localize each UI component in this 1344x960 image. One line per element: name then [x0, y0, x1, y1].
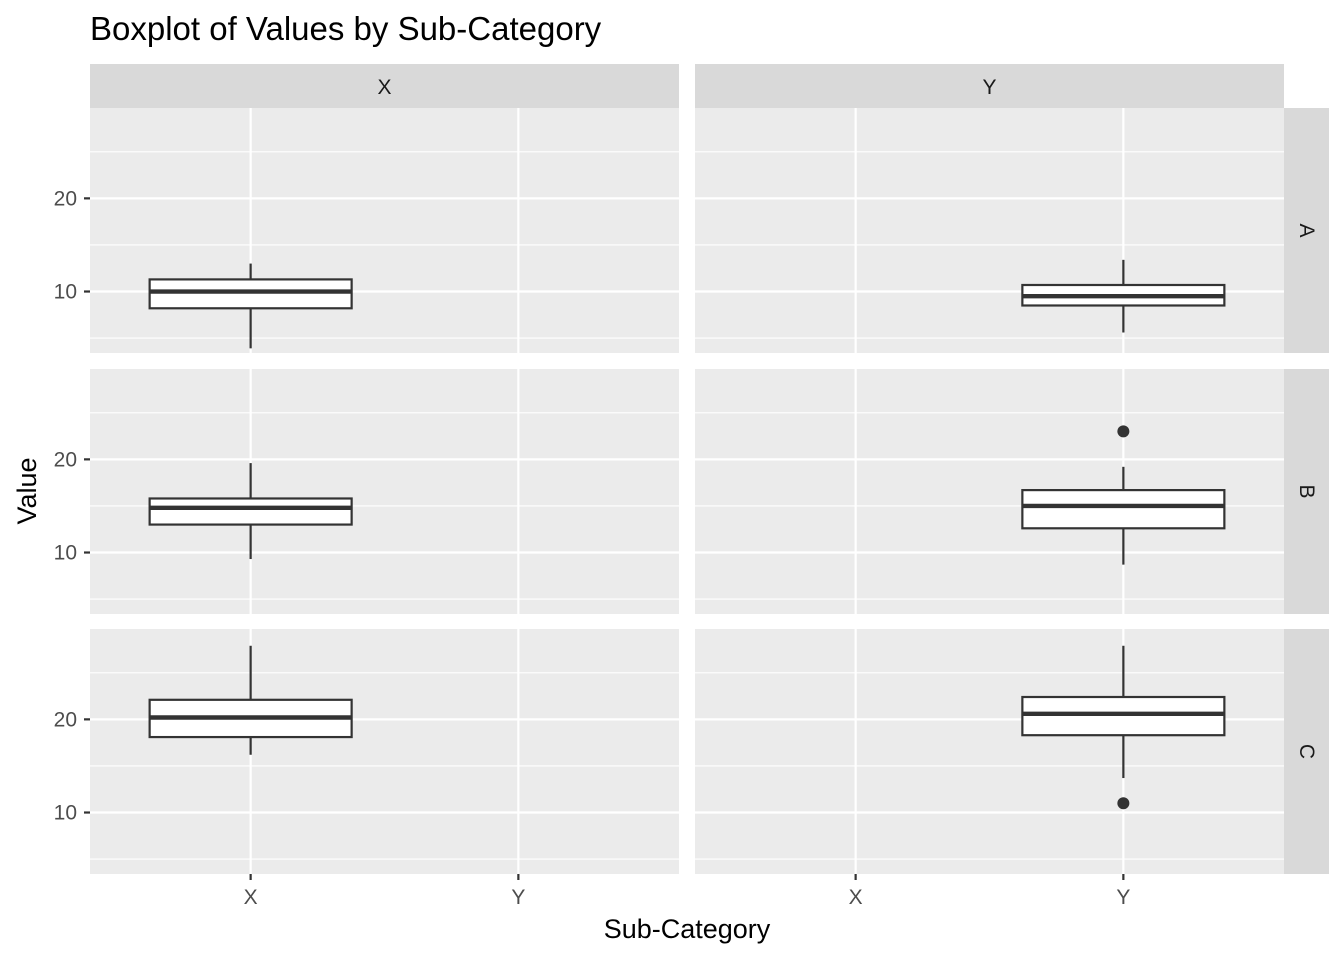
column-strip-label: Y [982, 76, 996, 99]
column-strip-x [90, 64, 679, 108]
panel-background [695, 629, 1284, 874]
iqr-box [148, 278, 353, 310]
y-axis-title: Value [12, 457, 42, 524]
panel-background [90, 108, 679, 353]
x-tick-label: X [244, 886, 258, 909]
boxplot-x-c [148, 645, 353, 755]
iqr-box [1021, 695, 1226, 737]
panel-x-a [90, 108, 679, 353]
x-axis-title: Sub-Category [604, 914, 771, 944]
boxplot-x-a [148, 263, 353, 349]
column-strip-y [695, 64, 1284, 108]
y-tick-label: 10 [54, 542, 77, 565]
panel-background [90, 629, 679, 874]
outlier-point [1117, 797, 1130, 810]
outlier-point [1117, 425, 1130, 438]
panel-x-c [90, 629, 679, 874]
column-strip-label: X [377, 76, 391, 99]
boxplot-y-a [1021, 259, 1226, 333]
row-strip-label: C [1295, 744, 1318, 759]
row-strip-label: A [1295, 223, 1318, 237]
panels: X Y A B C 10 20 10 20 10 20 X Y X Y [54, 64, 1329, 909]
row-strip-b [1284, 369, 1329, 614]
panel-background [90, 369, 679, 614]
y-tick-label: 10 [54, 802, 77, 825]
row-strip-c [1284, 629, 1329, 874]
row-strip-label: B [1295, 484, 1318, 498]
panel-background [695, 108, 1284, 353]
x-tick-label: X [849, 886, 863, 909]
panel-y-a [695, 108, 1284, 353]
row-strip-a [1284, 108, 1329, 353]
y-tick-label: 10 [54, 281, 77, 304]
y-tick-label: 20 [54, 708, 77, 731]
chart-title: Boxplot of Values by Sub-Category [90, 10, 602, 47]
boxplot-y-c [1021, 645, 1226, 810]
x-tick-label: Y [1116, 886, 1130, 909]
y-tick-label: 20 [54, 187, 77, 210]
boxplot-x-b [148, 463, 353, 560]
iqr-box [148, 497, 353, 526]
x-tick-label: Y [511, 886, 525, 909]
panel-y-b [695, 369, 1284, 614]
y-tick-label: 20 [54, 448, 77, 471]
iqr-box [1021, 489, 1226, 530]
panel-x-b [90, 369, 679, 614]
boxplot-y-b [1021, 425, 1226, 565]
panel-y-c [695, 629, 1284, 874]
